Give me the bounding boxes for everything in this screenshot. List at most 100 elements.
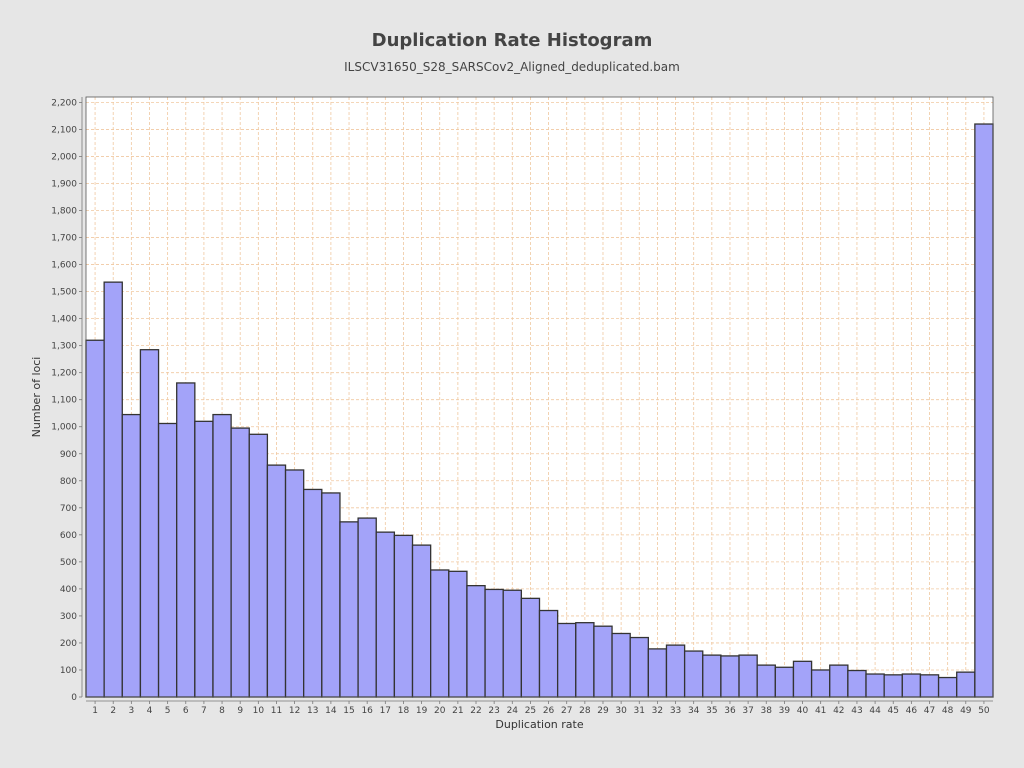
bar-10 bbox=[248, 433, 269, 698]
y-tick-label: 2,200 bbox=[51, 98, 77, 108]
x-tick-label: 48 bbox=[942, 706, 954, 716]
bar-8 bbox=[212, 413, 232, 698]
y-tick-label: 2,100 bbox=[51, 125, 77, 135]
bar-layer bbox=[85, 123, 994, 698]
y-tick-label: 1,400 bbox=[51, 315, 77, 325]
x-tick-label: 15 bbox=[343, 706, 354, 716]
x-tick-label: 21 bbox=[452, 706, 463, 716]
x-axis-title: Duplication rate bbox=[495, 718, 583, 731]
x-tick-label: 18 bbox=[398, 706, 410, 716]
x-tick-label: 25 bbox=[525, 706, 536, 716]
bar-32 bbox=[647, 648, 668, 698]
chart-subtitle: ILSCV31650_S28_SARSCov2_Aligned_deduplic… bbox=[344, 60, 680, 74]
x-tick-label: 50 bbox=[978, 706, 990, 716]
y-tick-label: 200 bbox=[60, 639, 77, 649]
x-tick-label: 43 bbox=[851, 706, 862, 716]
x-tick-label: 33 bbox=[670, 706, 681, 716]
bar-1 bbox=[85, 339, 105, 698]
bar-28 bbox=[575, 622, 595, 698]
x-tick-label: 3 bbox=[128, 706, 134, 716]
x-tick-label: 23 bbox=[488, 706, 499, 716]
bar-43 bbox=[847, 669, 867, 698]
x-tick-label: 40 bbox=[797, 706, 809, 716]
x-tick-label: 5 bbox=[165, 706, 171, 716]
bar-39 bbox=[774, 666, 795, 698]
x-tick-label: 12 bbox=[289, 706, 300, 716]
bar-4 bbox=[139, 349, 160, 698]
bar-35 bbox=[702, 654, 722, 698]
bar-9 bbox=[230, 427, 250, 698]
bar-15 bbox=[339, 521, 359, 698]
x-tick-label: 39 bbox=[779, 706, 791, 716]
bar-7 bbox=[194, 420, 214, 698]
bar-31 bbox=[629, 636, 649, 698]
x-tick-label: 2 bbox=[110, 706, 116, 716]
bar-29 bbox=[593, 625, 613, 698]
x-tick-label: 49 bbox=[960, 706, 972, 716]
x-tick-label: 20 bbox=[434, 706, 446, 716]
x-tick-label: 38 bbox=[761, 706, 773, 716]
x-tick-label: 46 bbox=[906, 706, 918, 716]
bar-20 bbox=[430, 569, 450, 698]
bar-26 bbox=[538, 609, 559, 698]
bar-34 bbox=[683, 650, 704, 698]
bar-17 bbox=[375, 531, 396, 698]
y-tick-label: 1,200 bbox=[51, 369, 77, 379]
bar-5 bbox=[157, 422, 178, 698]
bar-38 bbox=[756, 664, 776, 698]
bar-40 bbox=[792, 660, 813, 698]
bar-46 bbox=[901, 673, 922, 698]
plot-border bbox=[85, 96, 994, 698]
x-tick-label: 27 bbox=[561, 706, 572, 716]
bar-18 bbox=[393, 534, 414, 698]
bar-2 bbox=[103, 281, 123, 698]
x-tick-label: 31 bbox=[634, 706, 645, 716]
x-tick-label: 9 bbox=[237, 706, 243, 716]
x-tick-label: 4 bbox=[147, 706, 153, 716]
bar-21 bbox=[448, 570, 468, 698]
bar-14 bbox=[321, 492, 341, 698]
x-tick-label: 35 bbox=[706, 706, 717, 716]
y-tick-label: 2,000 bbox=[51, 152, 77, 162]
y-tick-label: 900 bbox=[60, 450, 77, 460]
y-tick-label: 400 bbox=[60, 585, 77, 595]
y-tick-label: 1,100 bbox=[51, 396, 77, 406]
y-axis-title: Number of loci bbox=[30, 357, 43, 438]
x-tick-label: 13 bbox=[307, 706, 318, 716]
x-tick-label: 41 bbox=[815, 706, 826, 716]
bar-44 bbox=[865, 673, 885, 698]
bar-6 bbox=[176, 382, 196, 698]
bar-27 bbox=[556, 622, 577, 698]
bar-33 bbox=[665, 644, 686, 698]
x-tick-label: 32 bbox=[652, 706, 663, 716]
bar-36 bbox=[720, 655, 740, 698]
bar-22 bbox=[466, 584, 486, 698]
x-tick-label: 34 bbox=[688, 706, 700, 716]
bar-12 bbox=[284, 469, 305, 698]
bar-30 bbox=[611, 632, 631, 698]
x-tick-label: 28 bbox=[579, 706, 591, 716]
y-tick-label: 600 bbox=[60, 531, 77, 541]
x-tick-label: 6 bbox=[183, 706, 189, 716]
y-tick-label: 500 bbox=[60, 558, 77, 568]
bar-47 bbox=[919, 674, 940, 698]
y-tick-label: 700 bbox=[60, 504, 77, 514]
x-tick-label: 8 bbox=[219, 706, 225, 716]
bar-23 bbox=[484, 588, 504, 698]
bar-13 bbox=[303, 488, 323, 698]
bar-24 bbox=[502, 589, 523, 698]
x-tick-label: 16 bbox=[361, 706, 373, 716]
bar-37 bbox=[738, 654, 758, 698]
y-tick-label: 1,300 bbox=[51, 342, 77, 352]
y-tick-label: 0 bbox=[71, 693, 77, 703]
x-tick-label: 36 bbox=[724, 706, 736, 716]
x-tick-label: 45 bbox=[888, 706, 899, 716]
x-tick-label: 14 bbox=[325, 706, 337, 716]
x-tick-label: 29 bbox=[597, 706, 609, 716]
chart-title: Duplication Rate Histogram bbox=[371, 30, 653, 51]
x-tick-label: 42 bbox=[833, 706, 844, 716]
bar-11 bbox=[266, 464, 287, 698]
bar-49 bbox=[956, 671, 976, 698]
